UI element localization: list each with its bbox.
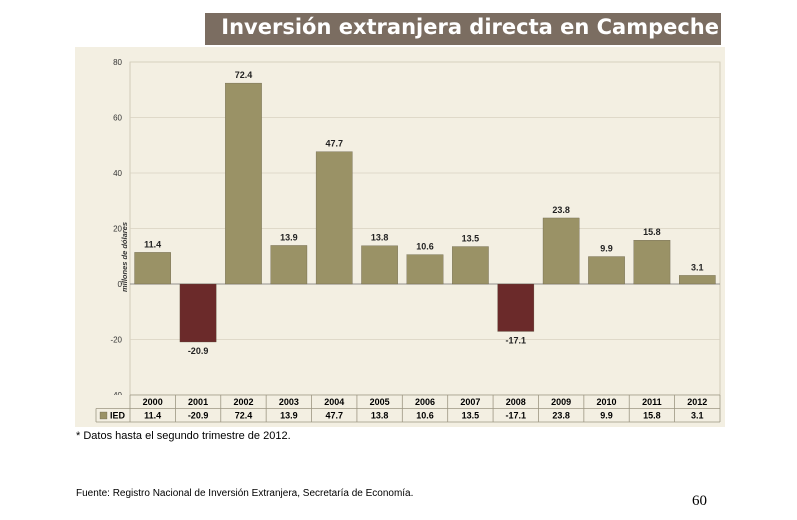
x-tick-label: 2010 <box>597 397 617 407</box>
data-label: 13.9 <box>280 232 298 242</box>
table-value: 13.9 <box>280 411 298 421</box>
x-tick-label: 2012 <box>687 397 707 407</box>
table-value: 47.7 <box>325 411 343 421</box>
bar <box>270 245 308 285</box>
bar <box>225 82 262 285</box>
bar <box>497 283 535 332</box>
x-tick-label: 2001 <box>188 397 208 407</box>
data-label: 10.6 <box>416 242 434 252</box>
x-tick-label: 2007 <box>460 397 480 407</box>
data-label: 13.5 <box>462 234 480 244</box>
bar <box>452 246 489 285</box>
table-value: 9.9 <box>600 411 613 421</box>
data-label: 13.8 <box>371 233 389 243</box>
x-tick-label: 2011 <box>642 397 662 407</box>
data-label: -17.1 <box>506 335 527 345</box>
table-value: 72.4 <box>235 411 253 421</box>
y-axis-label: millones de dólares <box>120 222 129 292</box>
x-tick-label: 2009 <box>551 397 571 407</box>
y-tick-label: 0 <box>118 280 123 289</box>
data-label: -20.9 <box>188 346 209 356</box>
y-tick-label: 20 <box>113 225 122 234</box>
data-label: 72.4 <box>235 70 253 80</box>
legend-label: IED <box>110 411 126 421</box>
page-number: 60 <box>692 493 707 509</box>
data-label: 15.8 <box>643 227 661 237</box>
legend-swatch <box>99 411 108 420</box>
data-label: 3.1 <box>691 262 704 272</box>
page-title: Inversión extranjera directa en Campeche <box>221 15 719 39</box>
table-value: 23.8 <box>552 411 570 421</box>
chart-area: millones de dólares -40-2002040608011.4-… <box>75 47 725 427</box>
table-value: 13.8 <box>371 411 389 421</box>
x-tick-label: 2005 <box>370 397 390 407</box>
bar <box>361 245 398 285</box>
x-tick-label: 2003 <box>279 397 299 407</box>
bar <box>633 240 671 285</box>
table-value: 15.8 <box>643 411 661 421</box>
x-tick-label: 2004 <box>324 397 344 407</box>
bar <box>315 151 353 285</box>
x-tick-label: 2006 <box>415 397 435 407</box>
bar <box>679 275 716 285</box>
bar <box>134 252 171 285</box>
table-value: 13.5 <box>462 411 480 421</box>
bar <box>542 217 580 285</box>
y-tick-label: 60 <box>113 114 122 123</box>
table-value: 3.1 <box>691 411 704 421</box>
y-tick-label: 80 <box>113 58 122 67</box>
bar <box>179 283 217 343</box>
x-tick-label: 2008 <box>506 397 526 407</box>
title-bar: Inversión extranjera directa en Campeche <box>205 13 721 45</box>
data-label: 23.8 <box>552 205 570 215</box>
table-value: 11.4 <box>144 411 161 421</box>
table-value: -17.1 <box>506 411 527 421</box>
y-tick-label: -20 <box>110 336 122 345</box>
table-value: 10.6 <box>416 411 434 421</box>
data-label: 11.4 <box>144 239 161 249</box>
bar <box>588 256 625 285</box>
ied-bar-chart: millones de dólares -40-2002040608011.4-… <box>95 58 721 423</box>
bar <box>406 254 444 285</box>
footnote: * Datos hasta el segundo trimestre de 20… <box>76 430 291 442</box>
data-label: 9.9 <box>600 244 613 254</box>
table-value: -20.9 <box>188 411 209 421</box>
x-tick-label: 2002 <box>233 397 253 407</box>
y-tick-label: 40 <box>113 169 122 178</box>
data-label: 47.7 <box>325 139 343 149</box>
source-note: Fuente: Registro Nacional de Inversión E… <box>76 488 414 499</box>
x-tick-label: 2000 <box>143 397 163 407</box>
